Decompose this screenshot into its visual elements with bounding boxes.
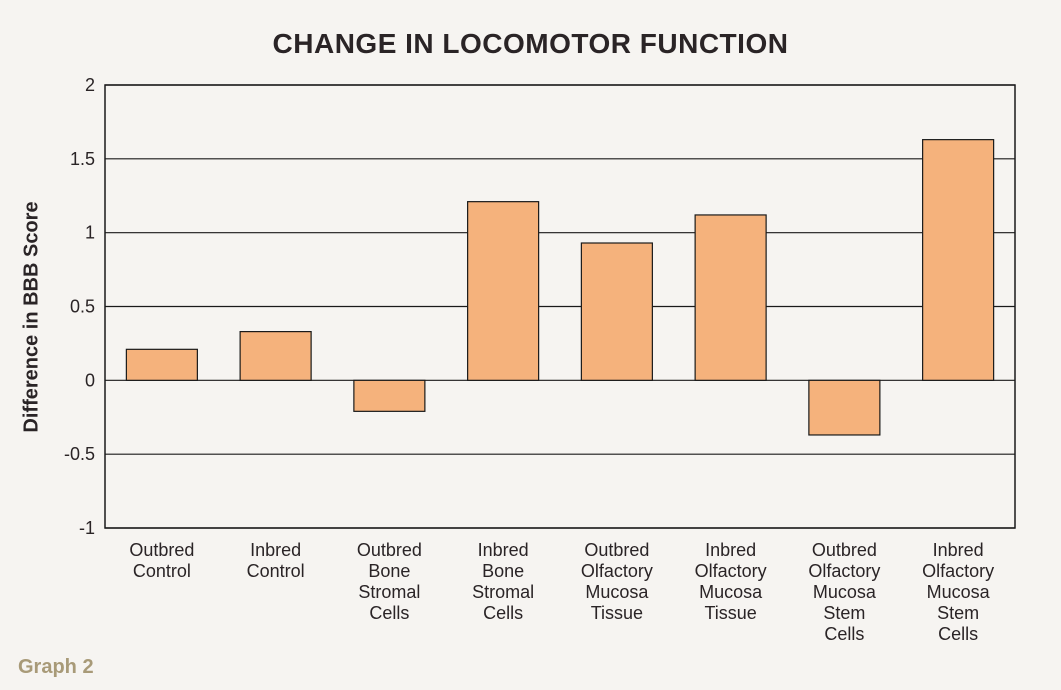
bar	[922, 139, 995, 381]
bar	[694, 214, 767, 381]
x-tick-label: Mucosa	[699, 582, 763, 602]
x-tick-label: Stromal	[472, 582, 534, 602]
x-tick-label: Mucosa	[927, 582, 991, 602]
y-tick-label: -0.5	[64, 444, 95, 464]
x-tick-label: Cells	[483, 603, 523, 623]
x-tick-label: Cells	[824, 624, 864, 644]
x-tick-label: Control	[133, 561, 191, 581]
x-tick-label: Inbred	[705, 540, 756, 560]
x-tick-label: Olfactory	[808, 561, 880, 581]
x-tick-label: Outbred	[357, 540, 422, 560]
x-tick-label: Mucosa	[585, 582, 649, 602]
x-tick-label: Stem	[823, 603, 865, 623]
y-tick-label: 1	[85, 223, 95, 243]
x-tick-label: Bone	[368, 561, 410, 581]
y-tick-label: 2	[85, 75, 95, 95]
x-tick-label: Control	[247, 561, 305, 581]
bar	[125, 348, 198, 381]
x-tick-label: Outbred	[129, 540, 194, 560]
x-tick-label: Stem	[937, 603, 979, 623]
bar	[808, 379, 881, 436]
x-tick-label: Outbred	[584, 540, 649, 560]
x-tick-label: Inbred	[478, 540, 529, 560]
x-tick-label: Olfactory	[695, 561, 767, 581]
x-tick-label: Outbred	[812, 540, 877, 560]
x-tick-label: Bone	[482, 561, 524, 581]
x-tick-label: Mucosa	[813, 582, 877, 602]
x-tick-label: Olfactory	[581, 561, 653, 581]
x-tick-label: Stromal	[358, 582, 420, 602]
y-tick-label: 1.5	[70, 149, 95, 169]
bar	[467, 201, 540, 381]
x-tick-label: Inbred	[933, 540, 984, 560]
x-tick-label: Cells	[938, 624, 978, 644]
y-tick-label: -1	[79, 518, 95, 538]
x-tick-label: Tissue	[704, 603, 756, 623]
x-tick-label: Tissue	[591, 603, 643, 623]
graph-caption: Graph 2	[18, 656, 94, 678]
y-tick-label: 0.5	[70, 297, 95, 317]
bar	[580, 242, 653, 381]
chart-title: CHANGE IN LOCOMOTOR FUNCTION	[272, 28, 789, 59]
x-tick-label: Cells	[369, 603, 409, 623]
x-tick-label: Inbred	[250, 540, 301, 560]
bar	[239, 331, 312, 381]
y-tick-label: 0	[85, 370, 95, 390]
bar	[353, 379, 426, 412]
x-tick-label: Olfactory	[922, 561, 994, 581]
